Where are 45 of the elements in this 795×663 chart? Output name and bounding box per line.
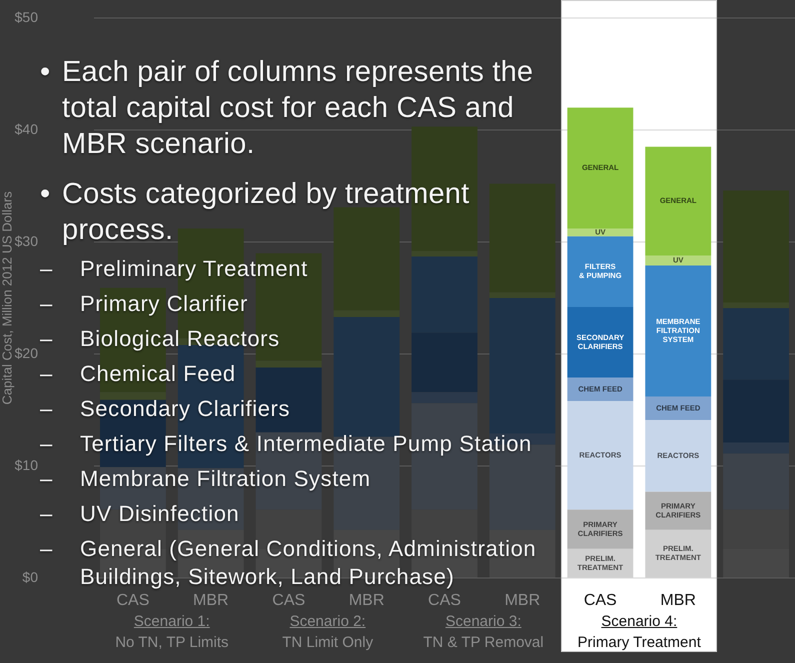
y-tick-label: $20 (14, 344, 38, 361)
text: – Tertiary Filters & Intermediate Pump Station (40, 431, 532, 456)
x-tick-label: MBR (193, 592, 229, 610)
y-axis-title: Capital Cost, Million 2012 US Dollars (0, 190, 14, 405)
x-tick-label: CAS (584, 592, 617, 610)
x-tick-label: MBR (504, 592, 540, 610)
bar (645, 146, 712, 256)
bar (645, 420, 712, 492)
bar (645, 255, 712, 266)
bar (489, 298, 556, 434)
y-tick-label: $50 (14, 8, 38, 25)
x-tick-label: CAS (116, 592, 150, 610)
bar (334, 317, 400, 437)
x-tick-label: CAS (272, 592, 306, 610)
x-tick-label: CAS (428, 592, 461, 610)
text: Scenario 3: TN & TP Removal (422, 612, 545, 653)
x-tick-label: MBR (348, 592, 384, 610)
bar (645, 396, 712, 420)
bar (567, 228, 634, 236)
text: – Primary Clarifier (40, 291, 248, 316)
text: • Costs categorized by treatment process. (40, 177, 470, 246)
x-tick-label: MBR (660, 592, 696, 610)
bar (567, 401, 634, 510)
y-tick-label: $30 (14, 232, 38, 249)
bar (723, 442, 790, 454)
text: Scenario 4: Primary Treatment (576, 612, 702, 653)
y-tick-label: $40 (14, 120, 38, 137)
text: Scenario 1: No TN, TP Limits (114, 612, 230, 653)
text: – Secondary Clarifiers (40, 396, 290, 421)
text: – Membrane Filtration System (40, 466, 371, 491)
bar (645, 530, 712, 578)
text: – Preliminary Treatment (40, 256, 308, 281)
text: – Biological Reactors (40, 326, 280, 351)
bar (645, 266, 712, 397)
text: – General (General Conditions, Administration Buildings, Sitework, Land Purchase) (40, 536, 536, 589)
y-tick-label: $0 (22, 568, 38, 585)
text: Scenario 2: TN Limit Only (281, 612, 374, 653)
text: – UV Disinfection (40, 501, 240, 526)
bar (567, 108, 634, 229)
text: • Each pair of columns represents the total capital cost for each CAS and MBR scenario. (40, 55, 534, 160)
bar (567, 236, 634, 307)
text: – Chemical Feed (40, 361, 236, 386)
y-tick-label: $10 (14, 456, 38, 473)
bar (567, 306, 634, 378)
bar (412, 392, 478, 404)
